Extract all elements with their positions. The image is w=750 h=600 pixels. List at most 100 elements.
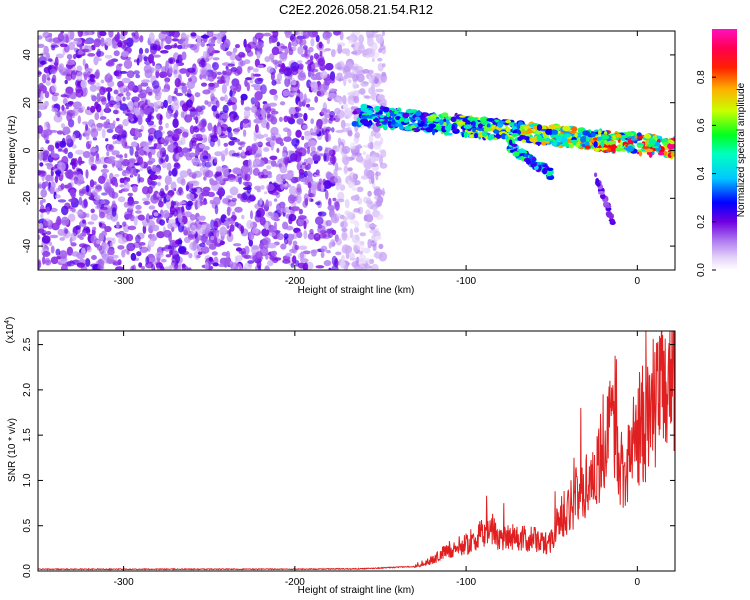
signal-blob (387, 120, 392, 126)
noise-blob (113, 70, 120, 77)
branch-blob (546, 175, 555, 180)
noise-blob (311, 71, 315, 76)
noise-blob (315, 169, 320, 176)
noise-blob (186, 193, 195, 200)
noise-blob (198, 59, 207, 68)
noise-blob (138, 47, 144, 55)
noise-blob (258, 116, 263, 121)
noise-blob (221, 83, 227, 94)
noise-blob (116, 117, 120, 122)
noise-blob (152, 54, 161, 58)
x-tick-label: -100 (456, 276, 476, 287)
noise-blob (68, 41, 76, 51)
noise-blob (267, 260, 274, 267)
noise-blob (226, 232, 234, 243)
noise-blob (370, 83, 375, 92)
noise-blob (167, 57, 176, 65)
signal-blob (643, 133, 652, 139)
noise-blob (117, 245, 125, 250)
noise-blob (59, 237, 65, 241)
noise-blob (220, 75, 225, 84)
noise-blob (44, 251, 51, 256)
noise-blob (159, 114, 163, 121)
noise-blob (285, 31, 292, 39)
signal-blob (529, 136, 537, 143)
noise-blob (350, 66, 359, 71)
noise-blob (115, 221, 120, 229)
noise-blob (358, 34, 364, 44)
noise-blob (265, 137, 272, 142)
signal-blob (563, 133, 571, 138)
noise-blob (290, 92, 299, 96)
noise-blob (149, 111, 153, 120)
noise-blob (365, 222, 371, 229)
signal-blob (545, 137, 551, 142)
noise-blob (320, 251, 325, 258)
noise-blob (121, 159, 130, 167)
noise-blob (88, 156, 94, 166)
noise-blob (114, 173, 120, 177)
noise-blob (346, 211, 354, 217)
snr-frame (37, 330, 676, 572)
noise-blob (241, 214, 245, 220)
y-tick-label: -40 (22, 238, 33, 253)
noise-blob (266, 66, 274, 74)
noise-blob (270, 250, 278, 256)
noise-blob (273, 198, 278, 202)
noise-blob (284, 239, 288, 244)
noise-blob (219, 96, 225, 102)
signal-blob (432, 128, 435, 136)
noise-blob (294, 144, 298, 149)
noise-blob (249, 166, 253, 176)
noise-blob (256, 51, 261, 59)
noise-blob (291, 80, 297, 86)
noise-blob (201, 236, 207, 244)
noise-blob (238, 176, 243, 185)
noise-blob (38, 71, 42, 75)
noise-blob (220, 123, 229, 132)
noise-blob (210, 219, 215, 229)
noise-blob (298, 147, 307, 157)
noise-blob (92, 226, 97, 231)
noise-blob (152, 88, 160, 94)
noise-blob (173, 147, 179, 154)
noise-blob (111, 200, 116, 209)
noise-blob (173, 69, 178, 75)
noise-blob (40, 213, 44, 219)
signal-blob (493, 129, 500, 134)
noise-blob (381, 71, 387, 78)
noise-blob (250, 97, 256, 105)
noise-blob (273, 94, 279, 101)
noise-blob (345, 48, 351, 57)
noise-blob (329, 110, 335, 118)
noise-blob (134, 127, 139, 137)
noise-blob (337, 167, 342, 171)
noise-blob (149, 215, 153, 220)
noise-blob (359, 87, 366, 96)
signal-blob (393, 111, 399, 114)
noise-blob (250, 72, 255, 80)
noise-blob (356, 73, 365, 83)
noise-blob (199, 200, 208, 205)
signal-blob (598, 129, 601, 136)
signal-blob (590, 132, 596, 138)
noise-blob (38, 260, 42, 269)
noise-blob (366, 33, 374, 39)
signal-blob (580, 136, 587, 143)
x-tick-label: 0 (635, 577, 641, 588)
signal-blob (376, 123, 382, 127)
noise-blob (71, 207, 76, 213)
y-tick-label: 0.5 (22, 518, 33, 532)
signal-blob (395, 123, 404, 127)
noise-blob (227, 63, 235, 67)
noise-blob (260, 84, 267, 95)
noise-blob (76, 262, 86, 268)
noise-blob (151, 167, 160, 172)
signal-blob (378, 111, 383, 115)
noise-blob (365, 214, 374, 223)
noise-blob (100, 79, 105, 84)
signal-blob (375, 108, 379, 112)
signal-blob (360, 114, 368, 119)
noise-blob (181, 85, 188, 94)
noise-blob (118, 237, 127, 245)
